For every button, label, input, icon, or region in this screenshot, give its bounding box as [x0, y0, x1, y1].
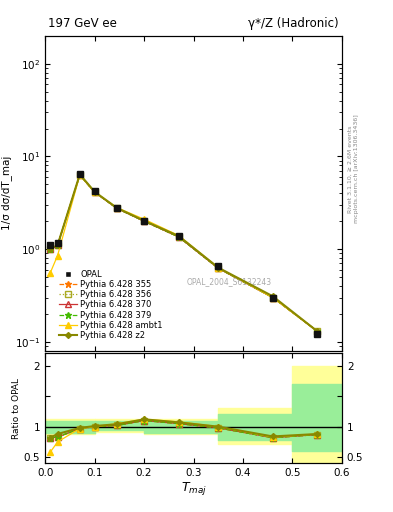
Text: Rivet 3.1.10, ≥ 2.6M events: Rivet 3.1.10, ≥ 2.6M events [348, 125, 353, 212]
Text: mcplots.cern.ch [arXiv:1306.3436]: mcplots.cern.ch [arXiv:1306.3436] [354, 115, 359, 223]
Y-axis label: Ratio to OPAL: Ratio to OPAL [12, 378, 21, 439]
Text: 197 GeV ee: 197 GeV ee [48, 16, 117, 30]
Y-axis label: 1/σ dσ/dT_maj: 1/σ dσ/dT_maj [1, 156, 12, 230]
Text: γ*/Z (Hadronic): γ*/Z (Hadronic) [248, 16, 339, 30]
X-axis label: $T_{maj}$: $T_{maj}$ [180, 480, 207, 497]
Legend: OPAL, Pythia 6.428 355, Pythia 6.428 356, Pythia 6.428 370, Pythia 6.428 379, Py: OPAL, Pythia 6.428 355, Pythia 6.428 356… [55, 266, 166, 344]
Text: OPAL_2004_S6132243: OPAL_2004_S6132243 [187, 277, 272, 286]
